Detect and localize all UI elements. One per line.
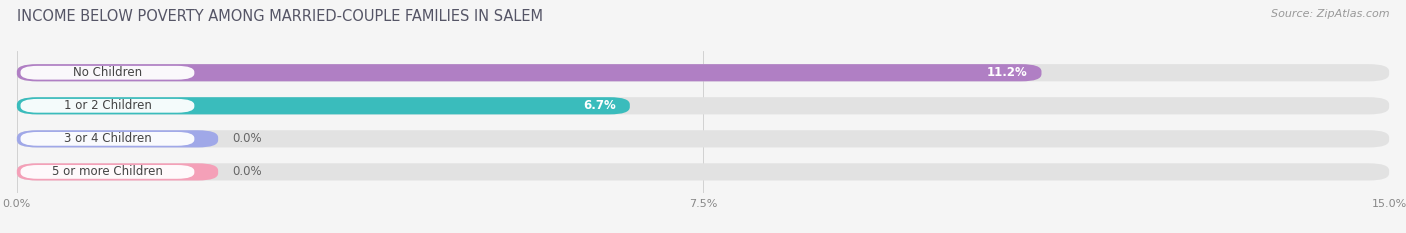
FancyBboxPatch shape: [17, 163, 218, 181]
FancyBboxPatch shape: [17, 64, 1389, 81]
Text: 0.0%: 0.0%: [232, 165, 262, 178]
FancyBboxPatch shape: [21, 132, 194, 146]
FancyBboxPatch shape: [21, 99, 194, 113]
FancyBboxPatch shape: [17, 97, 630, 114]
Text: 0.0%: 0.0%: [232, 132, 262, 145]
Text: 1 or 2 Children: 1 or 2 Children: [63, 99, 152, 112]
FancyBboxPatch shape: [21, 165, 194, 179]
Text: 11.2%: 11.2%: [987, 66, 1028, 79]
FancyBboxPatch shape: [17, 130, 218, 147]
FancyBboxPatch shape: [17, 130, 1389, 147]
Text: INCOME BELOW POVERTY AMONG MARRIED-COUPLE FAMILIES IN SALEM: INCOME BELOW POVERTY AMONG MARRIED-COUPL…: [17, 9, 543, 24]
FancyBboxPatch shape: [17, 163, 1389, 181]
FancyBboxPatch shape: [17, 64, 1042, 81]
Text: 6.7%: 6.7%: [583, 99, 616, 112]
FancyBboxPatch shape: [21, 66, 194, 80]
Text: 3 or 4 Children: 3 or 4 Children: [63, 132, 152, 145]
Text: Source: ZipAtlas.com: Source: ZipAtlas.com: [1271, 9, 1389, 19]
FancyBboxPatch shape: [17, 97, 1389, 114]
Text: No Children: No Children: [73, 66, 142, 79]
Text: 5 or more Children: 5 or more Children: [52, 165, 163, 178]
